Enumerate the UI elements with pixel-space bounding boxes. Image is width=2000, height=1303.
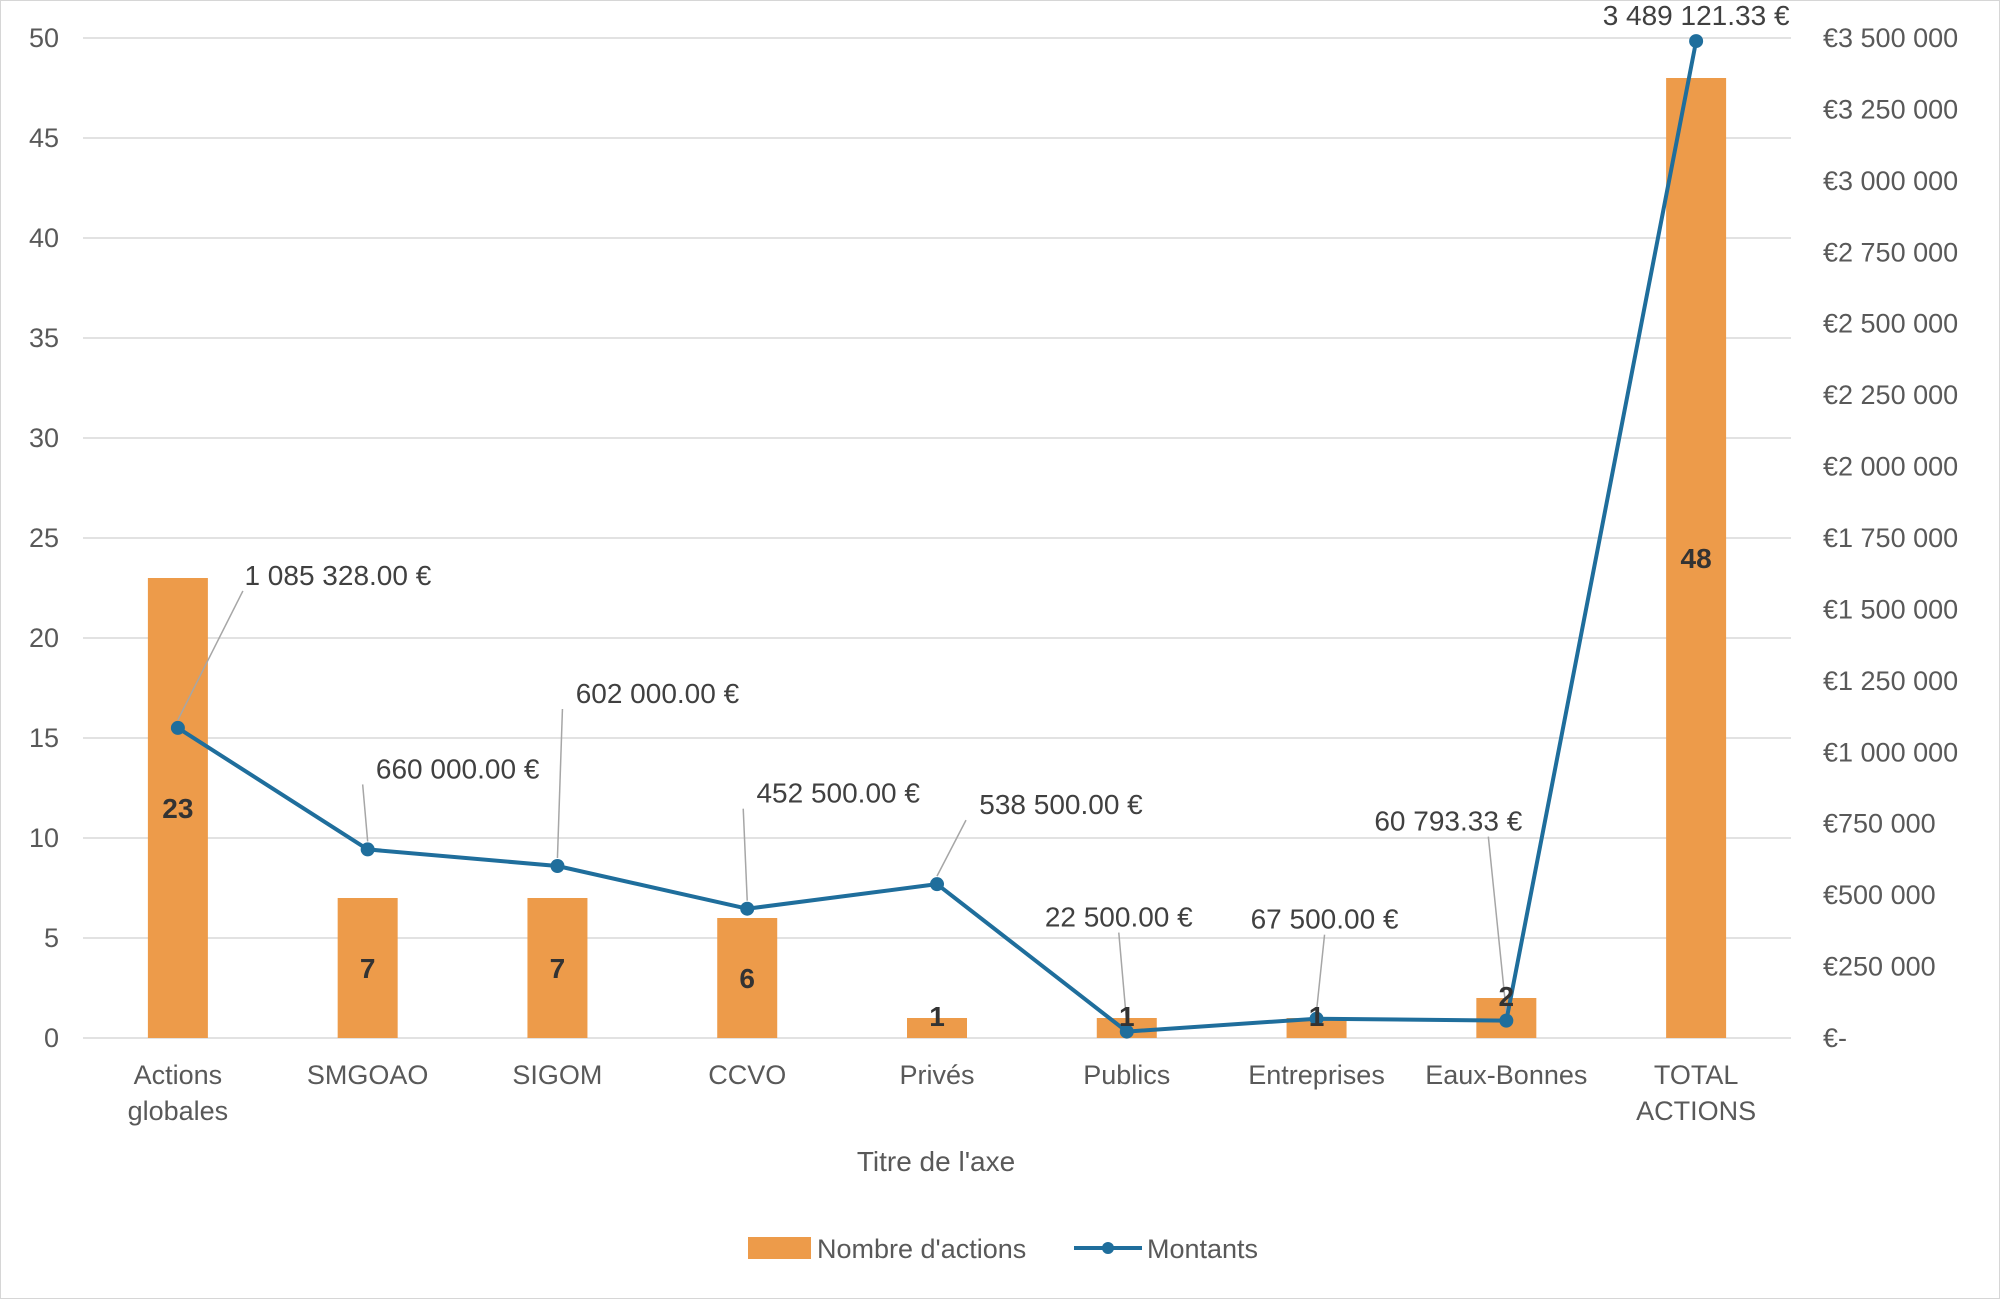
bar-value-label: 6 [739, 963, 755, 994]
line-data-labels: 1 085 328.00 € 660 000.00 € 602 000.00 € 45… [244, 0, 1790, 935]
data-label-leaders [177, 590, 1508, 1024]
bar-value-label: 1 [1309, 1001, 1325, 1032]
line-point [740, 901, 755, 916]
left-tick-label: 20 [29, 623, 59, 653]
right-axis: €- €250 000 €500 000 €750 000 €1 000 000 €1 2… [1823, 23, 1958, 1053]
bar [337, 898, 398, 1038]
x-axis-title: Titre de l'axe [857, 1146, 1015, 1177]
line-point [550, 859, 565, 873]
bar-value-label: 1 [929, 1001, 945, 1032]
left-tick-label: 10 [29, 823, 59, 853]
bar [717, 918, 778, 1038]
left-tick-label: 45 [29, 123, 59, 153]
bar-value-label: 48 [1681, 543, 1712, 574]
right-tick-label: €750 000 [1823, 809, 1936, 839]
bar [907, 1018, 967, 1038]
left-axis: 0 5 10 15 20 25 30 35 40 45 50 [29, 23, 59, 1053]
left-tick-label: 50 [29, 23, 59, 53]
left-tick-label: 35 [29, 323, 59, 353]
right-tick-label: €3 500 000 [1823, 23, 1958, 53]
line-point [360, 842, 375, 857]
category-label: Entreprises [1248, 1060, 1385, 1090]
legend-line-label: Montants [1147, 1234, 1258, 1264]
bar-data-labels: 23 7 7 6 1 1 1 2 48 [162, 543, 1711, 1032]
category-axis: Actions globales SMGOAO SIGOM CCVO Privés Publ… [128, 1060, 1757, 1126]
line-point [1689, 34, 1704, 49]
left-tick-label: 30 [29, 423, 59, 453]
category-label: Publics [1083, 1060, 1170, 1090]
line-point [1119, 1024, 1134, 1039]
bar [527, 898, 588, 1038]
right-tick-label: €3 000 000 [1823, 166, 1958, 196]
line-value-label: 1 085 328.00 € [244, 560, 431, 591]
label-leader-line [742, 808, 748, 901]
category-label: Actions globales [128, 1060, 229, 1126]
label-leader-line [1487, 836, 1508, 1013]
label-leader-line [361, 784, 369, 842]
legend-bar-label: Nombre d'actions [817, 1234, 1026, 1264]
line-value-label: 3 489 121.33 € [1603, 1, 1790, 31]
left-tick-label: 40 [29, 223, 59, 253]
right-tick-label: €2 000 000 [1823, 452, 1958, 482]
line-value-label: 60 793.33 € [1374, 806, 1522, 837]
line-value-label: 538 500.00 € [979, 789, 1143, 820]
bar-value-label: 7 [550, 953, 566, 984]
legend-line-marker [1102, 1242, 1114, 1254]
category-label: TOTAL ACTIONS [1636, 1060, 1756, 1126]
right-tick-label: €250 000 [1823, 952, 1936, 982]
line-value-label: 22 500.00 € [1045, 902, 1193, 933]
category-label: CCVO [708, 1060, 786, 1090]
left-tick-label: 15 [29, 723, 59, 753]
right-tick-label: €500 000 [1823, 880, 1936, 910]
bar [1286, 1018, 1347, 1038]
label-leader-line [936, 819, 967, 877]
left-tick-label: 25 [29, 523, 59, 553]
category-label: Eaux-Bonnes [1425, 1060, 1587, 1090]
right-tick-label: €3 250 000 [1823, 94, 1958, 124]
line-point [170, 720, 185, 735]
line-point [930, 877, 944, 892]
right-tick-label: €2 750 000 [1823, 237, 1958, 267]
right-tick-label: €2 500 000 [1823, 309, 1958, 339]
line-point [1499, 1013, 1514, 1028]
line-series [170, 34, 1704, 1039]
bar-value-label: 7 [360, 953, 376, 984]
category-label: SMGOAO [307, 1060, 429, 1090]
right-tick-label: €1 000 000 [1823, 737, 1958, 767]
right-tick-label: €- [1823, 1023, 1847, 1053]
line-value-label: 452 500.00 € [756, 778, 920, 809]
right-tick-label: €1 500 000 [1823, 594, 1958, 624]
bar-value-label: 23 [162, 793, 193, 824]
category-label: SIGOM [512, 1060, 602, 1090]
line-value-label: 602 000.00 € [576, 678, 740, 709]
bar-value-label: 2 [1499, 981, 1515, 1012]
bar [1666, 78, 1727, 1038]
line-point [1309, 1011, 1324, 1026]
bar-value-label: 1 [1119, 1001, 1135, 1032]
label-leader-line [556, 708, 564, 859]
line-value-label: 660 000.00 € [376, 753, 540, 784]
bar-series [147, 78, 1727, 1038]
legend: Nombre d'actions Montants [748, 1234, 1258, 1264]
label-leader-line [1315, 934, 1326, 1011]
label-leader-line [177, 590, 244, 721]
right-tick-label: €1 250 000 [1823, 666, 1958, 696]
legend-bar-swatch [748, 1237, 811, 1259]
right-tick-label: €1 750 000 [1823, 523, 1958, 553]
right-tick-label: €2 250 000 [1823, 380, 1958, 410]
left-tick-label: 0 [44, 1023, 59, 1053]
left-tick-label: 5 [44, 923, 59, 953]
bar [147, 578, 208, 1038]
category-label: Privés [899, 1060, 974, 1090]
label-leader-line [1118, 932, 1128, 1024]
line-value-label: 67 500.00 € [1251, 904, 1399, 935]
